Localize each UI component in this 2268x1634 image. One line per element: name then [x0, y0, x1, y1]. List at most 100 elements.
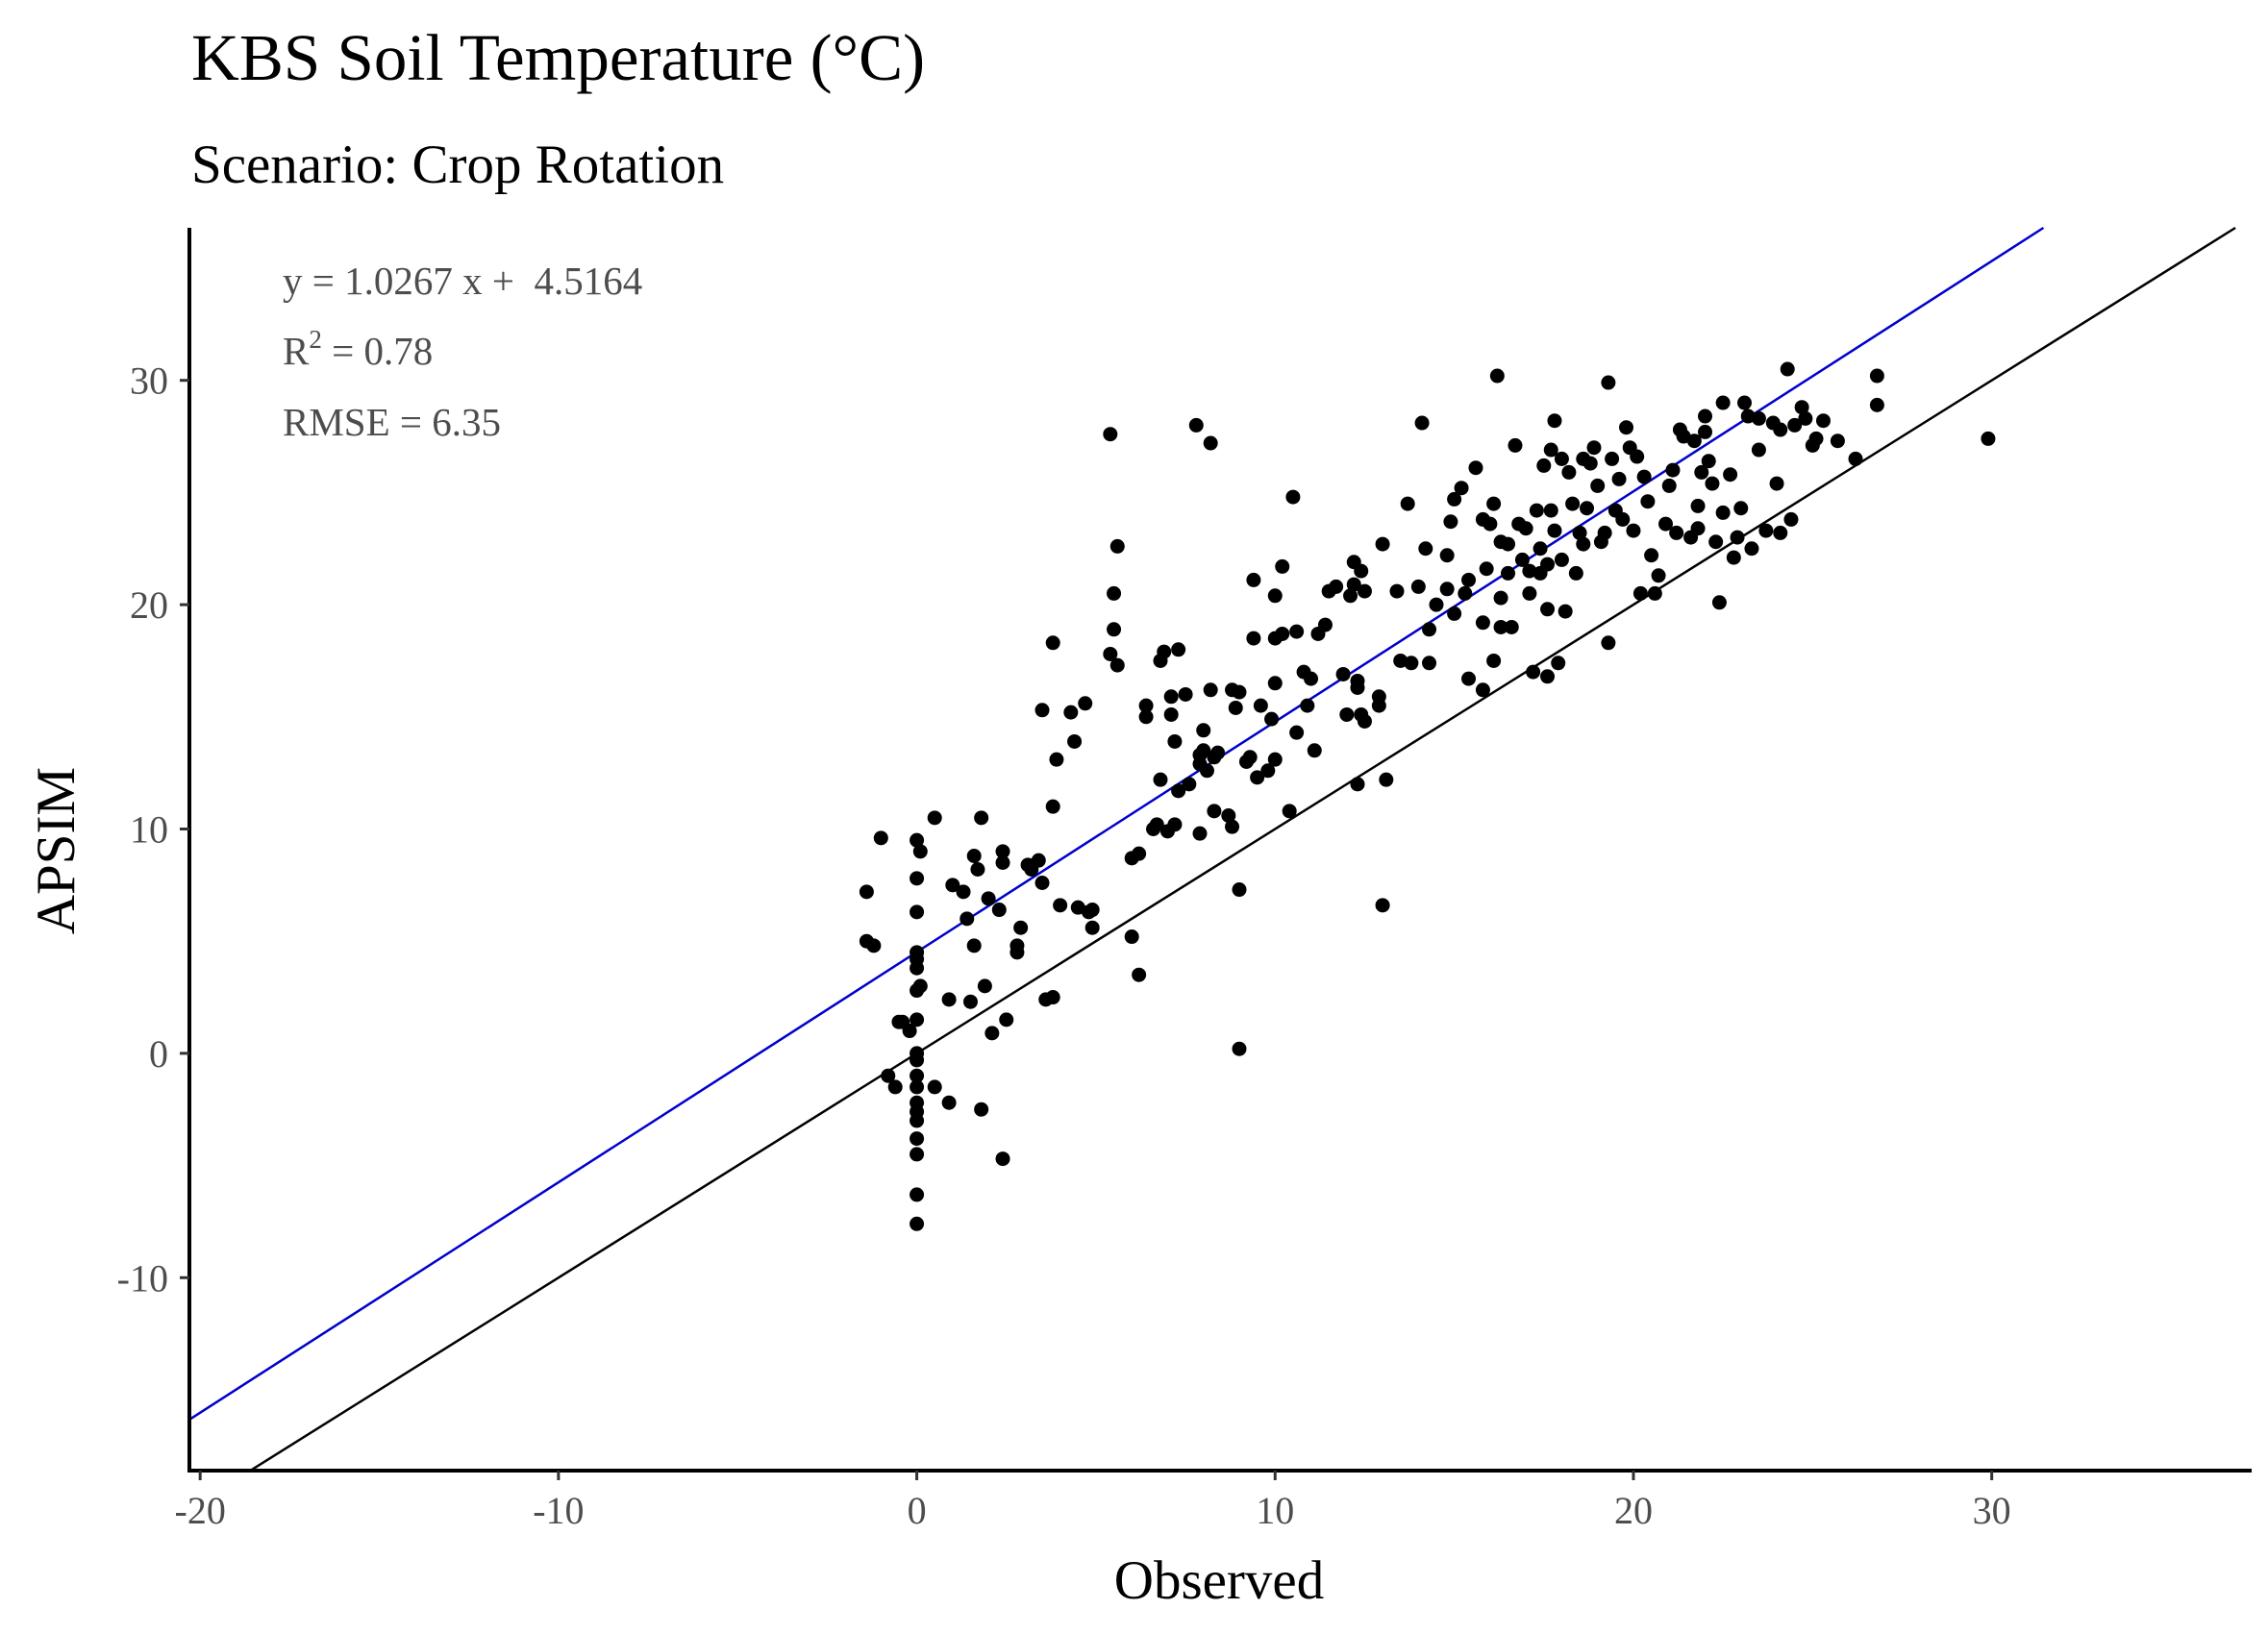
r2-annotation: R2 = 0.78	[283, 325, 433, 373]
data-points	[859, 361, 1996, 1231]
scatter-point	[1264, 711, 1280, 727]
scatter-point	[1418, 541, 1433, 557]
scatter-point	[1726, 550, 1741, 565]
scatter-point	[1371, 698, 1386, 713]
scatter-point	[1479, 561, 1494, 577]
scatter-point	[1794, 400, 1809, 415]
scatter-point	[1439, 548, 1455, 563]
scatter-point	[887, 1079, 903, 1095]
scatter-point	[1661, 478, 1677, 493]
scatter-point	[1375, 536, 1390, 552]
scatter-point	[1343, 588, 1358, 604]
scatter-point	[1808, 431, 1824, 446]
scatter-point	[1514, 552, 1530, 567]
scatter-point	[1701, 454, 1716, 469]
scatter-point	[1698, 424, 1713, 439]
scatter-point	[1422, 622, 1437, 637]
scatter-point	[1350, 777, 1365, 792]
scatter-point	[1246, 631, 1261, 646]
scatter-point	[1210, 745, 1226, 760]
scatter-point	[1049, 752, 1064, 767]
scatter-point	[1067, 733, 1083, 749]
scatter-point	[1705, 476, 1720, 491]
regression-line	[188, 226, 2045, 1421]
scatter-point	[941, 992, 957, 1007]
scatter-point	[1167, 817, 1183, 832]
scatter-point	[910, 832, 925, 848]
scatter-point	[1665, 462, 1681, 478]
x-tick-label: 0	[908, 1489, 927, 1532]
scatter-point	[1554, 552, 1569, 567]
scatter-point	[866, 938, 882, 953]
scatter-point	[1605, 451, 1620, 466]
scatter-point	[1632, 585, 1648, 601]
rmse-annotation: RMSE = 6.35	[283, 400, 501, 444]
scatter-point	[873, 830, 888, 846]
y-tick-label: 20	[130, 583, 168, 627]
scatter-point	[1461, 572, 1477, 587]
scatter-point	[1250, 770, 1265, 785]
scatter-point	[1458, 585, 1473, 601]
scatter-point	[1078, 696, 1093, 711]
scatter-point	[1526, 664, 1541, 680]
scatter-point	[1561, 464, 1577, 480]
scatter-point	[1443, 514, 1458, 530]
scatter-point	[1644, 548, 1659, 563]
scatter-point	[1031, 853, 1046, 868]
scatter-point	[1568, 565, 1583, 581]
scatter-point	[1045, 635, 1060, 651]
scatter-point	[1379, 772, 1394, 787]
scatter-point	[1317, 617, 1333, 632]
scatter-point	[1723, 467, 1738, 483]
scatter-point	[1647, 585, 1662, 601]
fit-lines	[188, 226, 2236, 1473]
scatter-point	[1307, 743, 1322, 758]
scatter-point	[1375, 898, 1390, 913]
scatter-point	[981, 891, 996, 906]
scatter-point	[1350, 673, 1365, 688]
chart-subtitle: Scenario: Crop Rotation	[191, 135, 724, 195]
scatter-point	[1253, 698, 1268, 713]
scatter-point	[1733, 501, 1749, 516]
scatter-point	[991, 903, 1007, 918]
scatter-point	[1439, 582, 1455, 597]
scatter-point	[1447, 491, 1462, 507]
scatter-point	[1751, 442, 1766, 458]
scatter-point	[1389, 583, 1405, 599]
scatter-point	[910, 1216, 925, 1231]
scatter-point	[1651, 568, 1666, 583]
equation-annotation: y = 1.0267 x + 4.5164	[283, 259, 642, 303]
scatter-point	[1232, 684, 1247, 700]
scatter-point	[1486, 653, 1502, 668]
y-tick-label: 0	[149, 1032, 168, 1076]
scatter-point	[1690, 521, 1706, 536]
x-axis-title: Observed	[1114, 1550, 1324, 1611]
y-tick-label: 10	[130, 807, 168, 851]
scatter-point	[1715, 505, 1731, 520]
scatter-point	[1182, 777, 1197, 792]
scatter-point	[912, 844, 928, 859]
scatter-point	[910, 1113, 925, 1128]
scatter-point	[966, 849, 982, 864]
scatter-point	[1267, 752, 1283, 767]
scatter-point	[1009, 945, 1025, 960]
scatter-point	[1275, 626, 1290, 641]
scatter-point	[1540, 602, 1556, 617]
scatter-point	[1558, 604, 1573, 619]
scatter-point	[1461, 671, 1477, 686]
x-tick-label: -20	[175, 1489, 226, 1532]
scatter-point	[1686, 433, 1702, 449]
scatter-point	[1109, 538, 1125, 554]
scatter-point	[1640, 494, 1656, 509]
scatter-point	[1597, 525, 1612, 540]
scatter-point	[1690, 498, 1706, 513]
scatter-point	[995, 844, 1010, 859]
scatter-point	[1124, 929, 1139, 945]
scatter-point	[1053, 898, 1068, 913]
scatter-point	[1787, 417, 1803, 433]
scatter-point	[1400, 496, 1415, 511]
scatter-point	[1740, 408, 1756, 424]
scatter-point	[910, 1131, 925, 1147]
r2-superscript: 2	[309, 325, 322, 354]
scatter-point	[1711, 595, 1727, 610]
